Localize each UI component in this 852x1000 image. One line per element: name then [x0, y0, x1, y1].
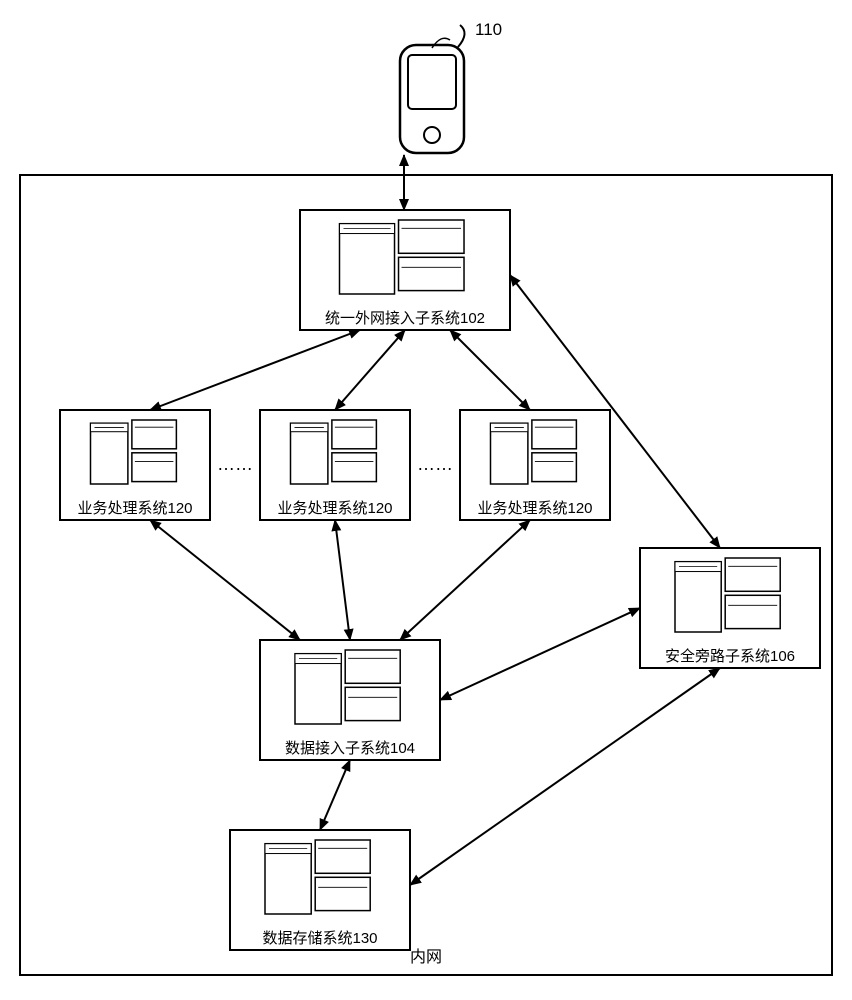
node-label-n130: 数据存储系统130	[262, 930, 377, 947]
mobile-device-icon: 110	[400, 20, 502, 153]
node-label-b3: 业务处理系统120	[477, 500, 592, 517]
node-label-n102: 统一外网接入子系统102	[325, 310, 485, 327]
server-node-n104: 数据接入子系统104	[260, 640, 440, 760]
device-label: 110	[475, 20, 502, 39]
server-node-n102: 统一外网接入子系统102	[300, 210, 510, 330]
node-label-n104: 数据接入子系统104	[285, 740, 415, 757]
intranet-label: 内网	[410, 948, 442, 966]
edge	[410, 668, 720, 885]
edge	[335, 520, 350, 640]
node-label-n106: 安全旁路子系统106	[665, 647, 795, 665]
edge	[335, 330, 405, 410]
server-node-n106: 安全旁路子系统106	[640, 548, 820, 668]
ellipsis: ……	[217, 454, 253, 474]
server-node-b1: 业务处理系统120	[60, 410, 210, 520]
edge	[150, 520, 300, 640]
edge	[440, 608, 640, 700]
edge	[150, 330, 360, 410]
edge	[320, 760, 350, 830]
server-node-b3: 业务处理系统120	[460, 410, 610, 520]
ellipsis: ……	[417, 454, 453, 474]
node-label-b2: 业务处理系统120	[277, 500, 392, 517]
edge	[450, 330, 530, 410]
node-label-b1: 业务处理系统120	[77, 500, 192, 517]
server-node-b2: 业务处理系统120	[260, 410, 410, 520]
edge	[400, 520, 530, 640]
server-node-n130: 数据存储系统130	[230, 830, 410, 950]
